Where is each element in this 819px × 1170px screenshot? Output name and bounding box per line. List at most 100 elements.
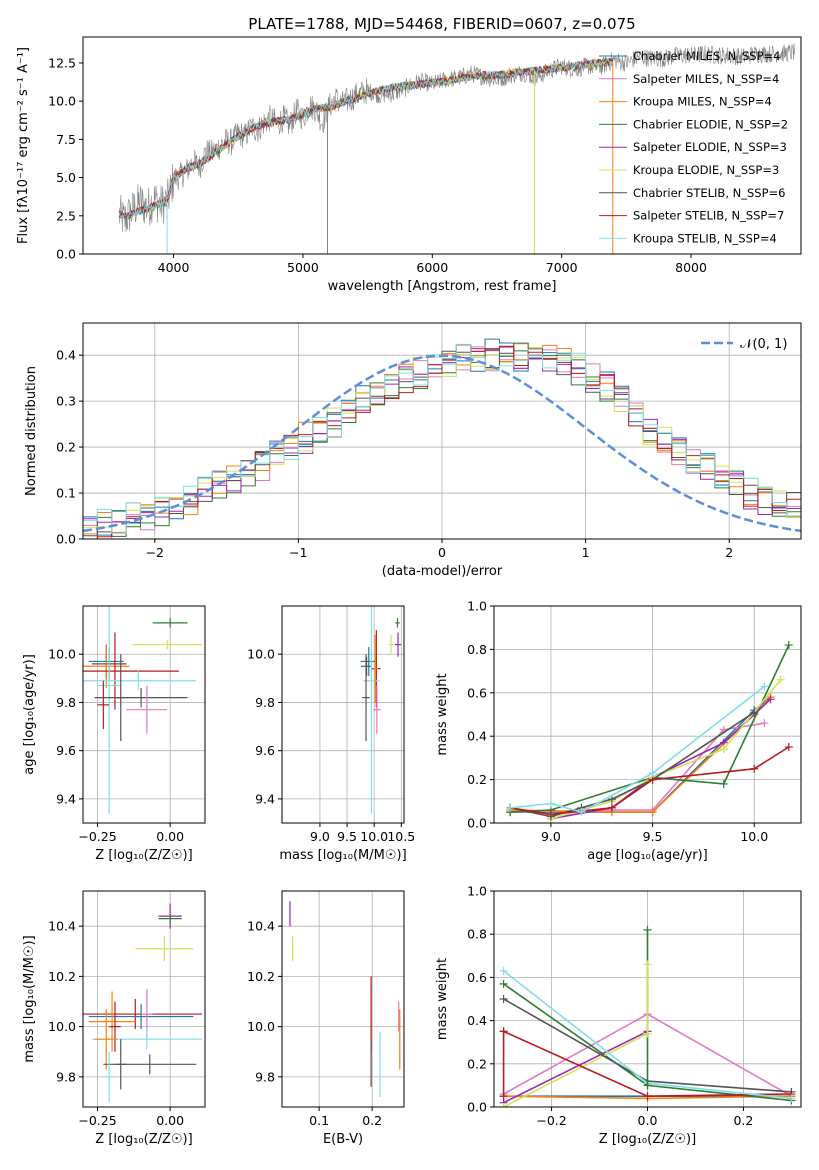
weight-point-marker [506, 803, 515, 812]
y-tick-label: 9.4 [56, 791, 76, 806]
weight-point-marker [546, 810, 555, 819]
plot-area [506, 641, 793, 823]
weight-point-marker [643, 960, 652, 969]
y-tick-label: 10.4 [48, 919, 76, 934]
y-axis-label: Normed distribution [24, 366, 39, 496]
x-tick-label: 0.0 [638, 1113, 658, 1128]
x-axis-label: wavelength [Angstrom, rest frame] [328, 279, 557, 294]
weight-point-marker [607, 803, 616, 812]
weight-point-marker [643, 925, 652, 934]
legend-entry: Salpeter STELIB, N_SSP=7 [633, 209, 784, 223]
legend-entry: Salpeter ELODIE, N_SSP=3 [633, 140, 787, 154]
y-tick-label: 0.2 [467, 772, 487, 787]
spectrum-panel: 4000 5000 6000 7000 8000 0.0 2.5 5.0 7.5 10.0 12.5… [16, 36, 802, 294]
y-tick-label: 0.4 [467, 1013, 487, 1028]
y-tick-label: 10.2 [247, 969, 275, 984]
weight-point-marker [784, 743, 793, 752]
y-tick-label: 5.0 [56, 170, 76, 185]
model-spectrum-line [118, 57, 614, 219]
weight-point-marker [546, 799, 555, 808]
axes-frame [493, 605, 802, 824]
y-tick-label: 0.4 [467, 729, 487, 744]
x-tick-label: 4000 [158, 260, 190, 275]
x-tick-label: 10.0 [360, 829, 388, 844]
y-tick-label: 9.8 [56, 1069, 76, 1084]
age-weight-panel: 9.0 9.5 10.0 0.0 0.2 0.4 0.6 0.8 1.0 age [log₁₀(a… [435, 599, 802, 863]
model-spectrum-line [118, 58, 614, 218]
axes-frame [82, 36, 802, 255]
plot-area [289, 901, 401, 1097]
plot-area [83, 338, 801, 539]
y-axis-label: mass weight [435, 673, 450, 755]
y-tick-label: 10.2 [48, 969, 76, 984]
ebv-mass-panel: 0.1 0.2 9.8 10.0 10.2 10.4 E(B-V) [247, 890, 405, 1147]
weight-series-line [503, 1030, 648, 1104]
z-mass-panel: −0.25 0.00 9.8 10.0 10.2 10.4 Z [log₁₀(Z/Z☉)] m… [22, 890, 206, 1147]
y-tick-label: 10.0 [247, 1019, 275, 1034]
weight-point-marker [499, 966, 508, 975]
weight-point-marker [719, 779, 728, 788]
x-tick-label: 1 [582, 545, 590, 560]
x-tick-label: 8000 [675, 260, 707, 275]
weight-point-marker [643, 1081, 652, 1090]
y-tick-label: 2.5 [56, 208, 76, 223]
y-tick-label: 10.0 [247, 647, 275, 662]
weight-point-marker [784, 641, 793, 650]
z-weight-panel: −0.2 0.0 0.2 0.0 0.2 0.4 0.6 0.8 1.0 Z [log₁₀(Z/Z… [435, 884, 802, 1147]
legend-entry: Kroupa ELODIE, N_SSP=3 [633, 163, 779, 177]
weight-series-line [503, 1032, 648, 1107]
weight-point-marker [648, 769, 657, 778]
weight-series-line [510, 696, 772, 813]
x-axis-label: age [log₁₀(age/yr)] [587, 848, 708, 863]
weight-point-marker [750, 708, 759, 717]
x-axis-label: mass [log₁₀(M/M☉)] [279, 848, 406, 863]
legend-entry: Chabrier MILES, N_SSP=4 [633, 49, 780, 63]
axes-frame [281, 890, 405, 1108]
y-tick-label: 12.5 [48, 55, 76, 70]
weight-point-marker [750, 764, 759, 773]
x-tick-label: −1 [289, 545, 307, 560]
weight-point-marker [648, 808, 657, 817]
x-tick-label: 0.2 [733, 1113, 753, 1128]
model-spectrum-line [118, 57, 614, 220]
model-spectrum-line [118, 58, 614, 219]
weight-series-line [510, 644, 790, 813]
legend: Chabrier MILES, N_SSP=4 Salpeter MILES, N… [599, 49, 788, 245]
axes-frame [82, 605, 206, 824]
y-tick-label: 0.8 [467, 642, 487, 657]
model-spectrum-line [118, 57, 614, 220]
y-tick-label: 0.2 [467, 1056, 487, 1071]
model-spectrum-line [118, 57, 614, 220]
weight-point-marker [577, 808, 586, 817]
legend-entry: Salpeter MILES, N_SSP=4 [633, 72, 779, 86]
x-axis-label: E(B-V) [323, 1132, 363, 1147]
plot-area [360, 606, 402, 814]
x-axis-label: (data-model)/error [382, 564, 503, 579]
spectrum-title: PLATE=1788, MJD=54468, FIBERID=0607, z=0… [248, 15, 635, 33]
x-tick-label: −2 [146, 545, 164, 560]
y-tick-label: 1.0 [467, 884, 487, 899]
weight-point-marker [719, 745, 728, 754]
x-tick-label: 0.1 [309, 1113, 329, 1128]
model-spectrum-line [118, 57, 614, 220]
y-tick-label: 0.3 [56, 394, 76, 409]
x-tick-label: 0.2 [362, 1113, 382, 1128]
y-tick-label: 0.0 [56, 532, 76, 547]
y-tick-label: 0.0 [56, 247, 76, 262]
y-axis-label: Flux [fλ10⁻¹⁷ erg cm⁻² s⁻¹ A⁻¹] [16, 47, 31, 244]
y-axis-label: mass [log₁₀(M/M☉)] [22, 935, 37, 1062]
y-tick-label: 10.4 [247, 919, 275, 934]
y-tick-label: 0.0 [467, 816, 487, 831]
weight-point-marker [499, 1103, 508, 1107]
plot-area [499, 925, 796, 1107]
y-tick-label: 1.0 [467, 599, 487, 614]
y-tick-label: 7.5 [56, 132, 76, 147]
histogram-step [83, 344, 801, 539]
weight-point-marker [760, 719, 769, 728]
x-tick-label: 9.0 [310, 829, 330, 844]
y-tick-label: 10.0 [48, 94, 76, 109]
y-tick-label: 0.1 [56, 486, 76, 501]
y-tick-label: 0.2 [56, 440, 76, 455]
x-tick-label: −0.25 [78, 829, 116, 844]
